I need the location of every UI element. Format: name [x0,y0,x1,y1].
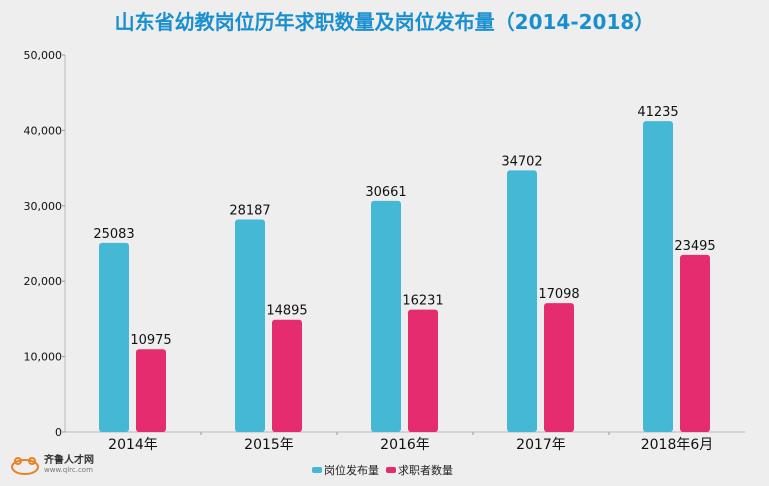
data-label: 17098 [538,287,579,302]
watermark-text: 齐鲁人才网 [44,455,94,466]
y-tick-label: 30,000 [24,200,63,213]
data-label: 16231 [402,294,443,309]
bar-seekers [408,309,438,432]
legend-swatch [386,467,396,473]
data-label: 23495 [674,239,715,254]
y-tick-label: 40,000 [24,124,63,137]
bar-seekers [136,349,166,432]
data-label: 28187 [229,203,270,218]
y-tick-label: 10,000 [24,351,63,364]
bar-postings [371,200,401,432]
frog-icon [11,457,39,475]
bar-postings [643,121,673,432]
y-tick-label: 0 [55,426,62,439]
legend-swatch [312,467,322,473]
x-tick-label: 2018年6月 [641,437,714,453]
x-tick-label: 2016年 [380,437,430,453]
x-tick-label: 2015年 [244,437,294,453]
chart-title: 山东省幼教岗位历年求职数量及岗位发布量（2014-2018） [114,10,655,34]
legend-label: 求职者数量 [398,464,453,477]
x-tick-label: 2014年 [108,437,158,453]
bar-postings [235,219,265,432]
y-tick-label: 50,000 [24,49,63,62]
data-label: 10975 [130,333,171,348]
bar-postings [99,242,129,432]
watermark-logo: 齐鲁人才网 www.qlrc.com [10,455,94,475]
data-label: 14895 [266,304,307,319]
bar-seekers [544,303,574,432]
data-label: 30661 [365,185,406,200]
bar-seekers [680,254,710,432]
data-label: 25083 [93,227,134,242]
legend-label: 岗位发布量 [324,463,379,477]
data-label: 34702 [501,154,542,169]
y-tick-label: 20,000 [24,275,63,288]
bar-seekers [272,319,302,432]
data-label: 41235 [637,105,678,120]
bar-postings [507,170,537,432]
x-tick-label: 2017年 [516,437,566,453]
watermark-url: www.qlrc.com [44,466,93,474]
